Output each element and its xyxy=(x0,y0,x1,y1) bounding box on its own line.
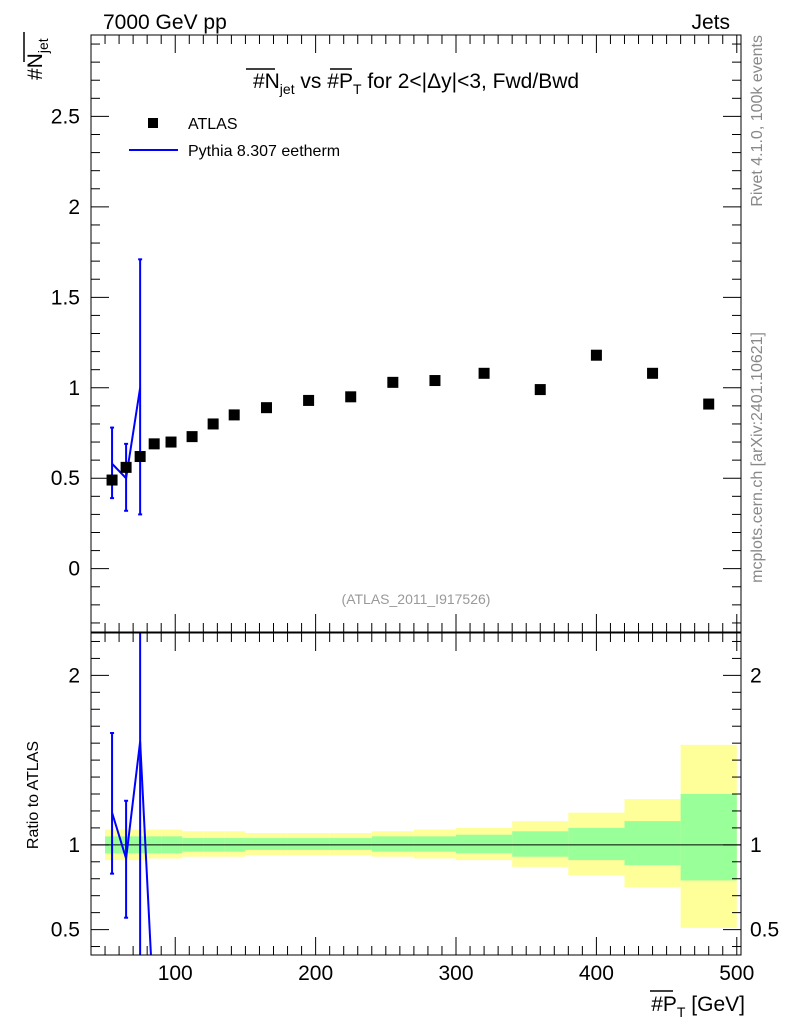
y-label-main: #N xyxy=(24,53,47,80)
data-point xyxy=(260,402,272,414)
data-point xyxy=(165,436,177,448)
ratio-band-green xyxy=(245,838,288,850)
ratio-ytick-label-left: 1 xyxy=(68,834,80,857)
ratio-band-green xyxy=(456,834,513,854)
y-label-sub: jet xyxy=(35,38,51,54)
data-point xyxy=(120,461,132,473)
data-point xyxy=(534,384,546,396)
legend: ATLAS Pythia 8.307 eetherm xyxy=(129,116,340,160)
data-point xyxy=(106,474,118,486)
x-tick-labels: 100 200 300 400 500 xyxy=(158,962,755,985)
x-tick-label: 100 xyxy=(158,962,193,985)
ratio-plot-panel: 0.5 0.5 1 1 2 2 100 200 300 400 500 Ratio to ATLA… xyxy=(25,632,779,1020)
svg-text:#PT [GeV]: #PT [GeV] xyxy=(651,993,745,1020)
x-label-pre: #P xyxy=(651,993,677,1016)
x-tick-label: 500 xyxy=(719,962,754,985)
ratio-mc-line xyxy=(111,741,152,955)
main-ytick-label: 1 xyxy=(68,377,80,400)
ratio-y-axis-label: Ratio to ATLAS xyxy=(25,741,42,849)
ratio-uncertainty-bands xyxy=(105,744,737,928)
data-point xyxy=(207,418,219,430)
legend-atlas-label: ATLAS xyxy=(188,116,238,133)
main-ytick-label: 0.5 xyxy=(51,467,80,490)
ratio-band-green xyxy=(624,821,681,866)
legend-pythia-label: Pythia 8.307 eetherm xyxy=(188,143,340,160)
data-point xyxy=(134,451,146,463)
x-axis-label: #PT [GeV] xyxy=(650,990,745,1020)
title-part-pre: #N xyxy=(253,70,280,93)
main-ytick-label: 1.5 xyxy=(51,286,80,309)
data-point xyxy=(429,375,441,387)
analysis-id: (ATLAS_2011_I917526) xyxy=(342,591,491,607)
main-mc-line xyxy=(111,387,142,481)
x-label-sub: T xyxy=(677,1004,686,1020)
data-point xyxy=(703,398,715,410)
ratio-band-green xyxy=(287,838,330,850)
data-point xyxy=(186,431,198,443)
main-axis-ticks xyxy=(91,35,741,632)
ratio-band-green xyxy=(512,831,569,857)
legend-atlas-marker xyxy=(148,118,158,128)
x-tick-label: 200 xyxy=(298,962,333,985)
ratio-mc-series xyxy=(110,633,152,955)
ratio-band-green xyxy=(329,838,372,850)
ratio-ytick-label-right: 0.5 xyxy=(750,919,779,942)
main-ytick-label: 2 xyxy=(68,196,80,219)
ratio-band-green xyxy=(568,827,625,861)
data-point xyxy=(345,391,357,403)
x-tick-label: 400 xyxy=(579,962,614,985)
x-tick-label: 300 xyxy=(438,962,473,985)
data-point xyxy=(647,367,659,379)
title-part-post: for 2<|Δy|<3, Fwd/Bwd xyxy=(362,70,580,93)
ratio-band-green xyxy=(680,794,737,881)
ratio-y-tick-labels: 0.5 0.5 1 1 2 2 xyxy=(51,664,779,941)
main-data-points xyxy=(106,349,715,486)
ratio-ytick-label-right: 1 xyxy=(750,834,762,857)
ratio-band-green xyxy=(413,836,457,852)
ratio-ytick-label-right: 2 xyxy=(750,664,762,687)
header-right-label: Jets xyxy=(691,11,730,34)
data-point xyxy=(148,438,160,450)
title-part-sub1: jet xyxy=(279,81,295,97)
ratio-axis-ticks xyxy=(91,633,741,955)
rivet-label: Rivet 4.1.0, 100k events xyxy=(749,35,766,207)
data-point xyxy=(303,394,315,406)
ratio-ytick-label-left: 2 xyxy=(68,664,80,687)
title-part-mid: vs #P xyxy=(295,70,353,93)
ratio-plot-frame xyxy=(90,632,742,956)
main-y-tick-labels: 0 0.5 1 1.5 2 2.5 xyxy=(51,105,80,580)
main-plot-panel: 00.511.522.5 #Njet vs #PT for 2<|Δy|<3, … xyxy=(23,32,742,633)
data-point xyxy=(228,409,240,421)
main-y-axis-label: #Njet xyxy=(23,32,51,80)
svg-text:#Njet: #Njet xyxy=(24,38,51,80)
mcplots-label: mcplots.cern.ch [arXiv:2401.10621] xyxy=(749,332,766,583)
main-mc-series xyxy=(111,387,142,481)
data-point xyxy=(478,367,490,379)
ratio-ytick-label-left: 0.5 xyxy=(51,919,80,942)
ratio-band-green xyxy=(371,836,414,852)
main-ytick-label: 0 xyxy=(68,558,80,581)
data-point xyxy=(590,349,602,361)
main-ytick-label: 2.5 xyxy=(51,105,80,128)
data-point xyxy=(387,376,399,388)
title-part-sub2: T xyxy=(353,81,362,97)
header-left-label: 7000 GeV pp xyxy=(103,11,227,34)
plot-title: #Njet vs #PT for 2<|Δy|<3, Fwd/Bwd xyxy=(253,70,579,97)
x-label-post: [GeV] xyxy=(685,993,745,1016)
